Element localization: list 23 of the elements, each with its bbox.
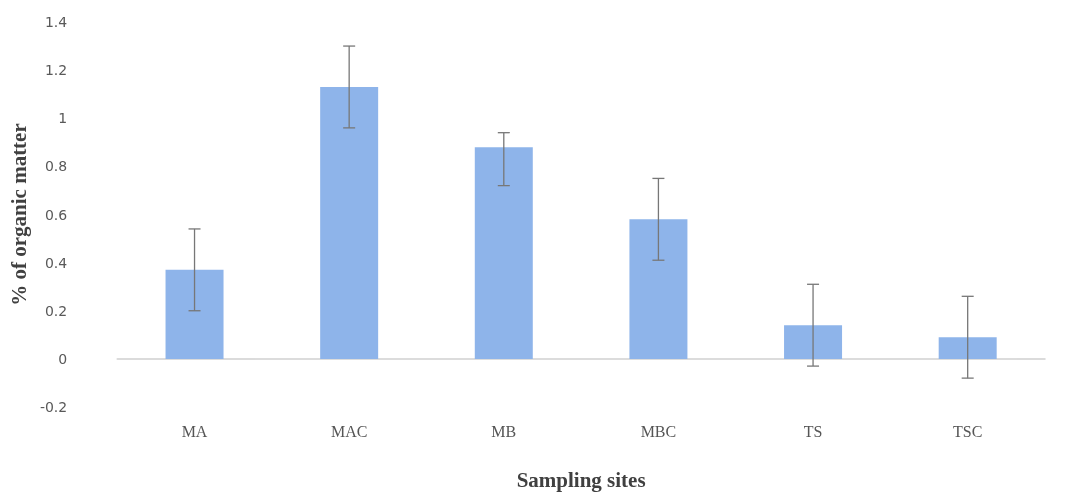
bar: [474, 147, 533, 359]
bar: [629, 219, 688, 359]
x-tick-label: MB: [491, 422, 517, 440]
y-tick-label: 1.4: [44, 14, 68, 30]
y-tick-label: 0.8: [44, 158, 68, 175]
bar: [784, 325, 843, 359]
x-tick-label: MA: [181, 422, 208, 440]
bar: [320, 86, 379, 359]
y-tick-label: 0.4: [44, 254, 68, 271]
y-tick-label: 0: [58, 350, 68, 367]
y-axis-title: % of organic matter: [6, 123, 31, 306]
y-tick-label: 1.2: [44, 62, 68, 79]
x-tick-label: TSC: [953, 422, 983, 440]
bar: [938, 337, 997, 359]
x-tick-label: MAC: [330, 422, 368, 440]
x-axis-title: Sampling sites: [516, 467, 646, 492]
x-tick-label: MBC: [640, 422, 677, 440]
y-tick-label: 0.6: [44, 206, 68, 223]
bar: [165, 269, 224, 359]
y-tick-label: 0.2: [44, 302, 68, 319]
y-tick-label: -0.2: [39, 399, 68, 415]
x-tick-label: TS: [803, 422, 823, 440]
y-tick-label: 1: [58, 110, 68, 127]
